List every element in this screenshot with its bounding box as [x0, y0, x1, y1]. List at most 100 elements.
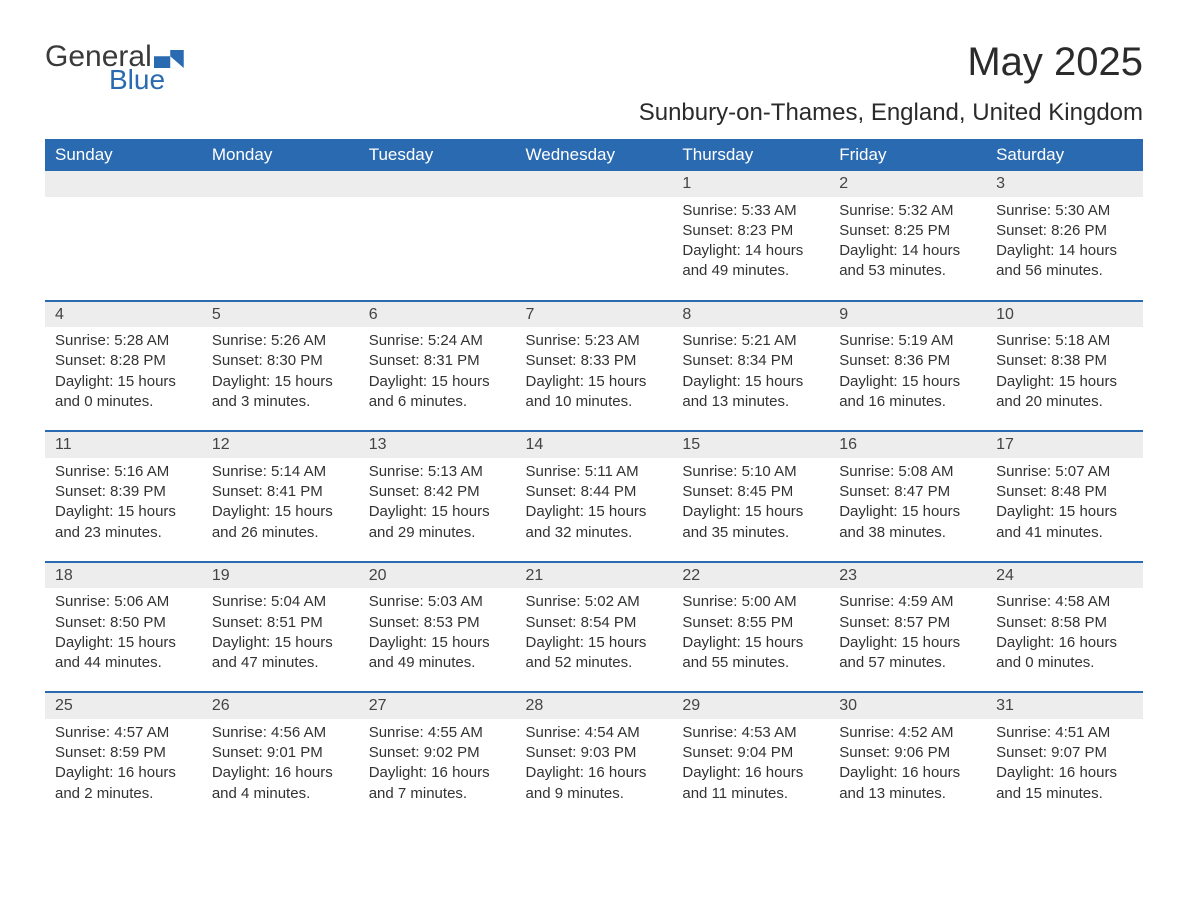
- day-number-empty: [516, 171, 673, 197]
- sunset-line: Sunset: 8:25 PM: [839, 221, 976, 241]
- calendar-cell: 6Sunrise: 5:24 AMSunset: 8:31 PMDaylight…: [359, 300, 516, 431]
- sunrise-line: Sunrise: 5:13 AM: [369, 462, 506, 482]
- sunset-line: Sunset: 8:58 PM: [996, 613, 1133, 633]
- calendar-cell: 30Sunrise: 4:52 AMSunset: 9:06 PMDayligh…: [829, 691, 986, 822]
- day-number: 12: [202, 430, 359, 458]
- calendar-cell: 20Sunrise: 5:03 AMSunset: 8:53 PMDayligh…: [359, 561, 516, 692]
- daylight-line: Daylight: 16 hours and 13 minutes.: [839, 763, 976, 804]
- sunset-line: Sunset: 8:26 PM: [996, 221, 1133, 241]
- sunrise-line: Sunrise: 4:54 AM: [526, 723, 663, 743]
- day-body: Sunrise: 4:54 AMSunset: 9:03 PMDaylight:…: [516, 719, 673, 822]
- daylight-line: Daylight: 15 hours and 26 minutes.: [212, 502, 349, 543]
- calendar-row: 4Sunrise: 5:28 AMSunset: 8:28 PMDaylight…: [45, 300, 1143, 431]
- daylight-line: Daylight: 15 hours and 41 minutes.: [996, 502, 1133, 543]
- sunrise-line: Sunrise: 4:52 AM: [839, 723, 976, 743]
- day-number: 6: [359, 300, 516, 328]
- daylight-line: Daylight: 15 hours and 16 minutes.: [839, 372, 976, 413]
- day-number: 24: [986, 561, 1143, 589]
- day-body: Sunrise: 5:33 AMSunset: 8:23 PMDaylight:…: [672, 197, 829, 300]
- calendar-cell: 9Sunrise: 5:19 AMSunset: 8:36 PMDaylight…: [829, 300, 986, 431]
- calendar-cell: 17Sunrise: 5:07 AMSunset: 8:48 PMDayligh…: [986, 430, 1143, 561]
- daylight-line: Daylight: 14 hours and 56 minutes.: [996, 241, 1133, 282]
- daylight-line: Daylight: 16 hours and 7 minutes.: [369, 763, 506, 804]
- sunset-line: Sunset: 8:47 PM: [839, 482, 976, 502]
- daylight-line: Daylight: 15 hours and 20 minutes.: [996, 372, 1133, 413]
- sunset-line: Sunset: 8:36 PM: [839, 351, 976, 371]
- day-number: 17: [986, 430, 1143, 458]
- day-body: Sunrise: 5:28 AMSunset: 8:28 PMDaylight:…: [45, 327, 202, 430]
- daylight-line: Daylight: 14 hours and 49 minutes.: [682, 241, 819, 282]
- weekday-header: Friday: [829, 139, 986, 171]
- weekday-header: Saturday: [986, 139, 1143, 171]
- day-number: 23: [829, 561, 986, 589]
- day-body-empty: [516, 197, 673, 293]
- day-body: Sunrise: 5:11 AMSunset: 8:44 PMDaylight:…: [516, 458, 673, 561]
- logo-flag-icon: [154, 50, 184, 68]
- day-number: 14: [516, 430, 673, 458]
- day-body: Sunrise: 4:53 AMSunset: 9:04 PMDaylight:…: [672, 719, 829, 822]
- sunrise-line: Sunrise: 5:11 AM: [526, 462, 663, 482]
- sunset-line: Sunset: 8:31 PM: [369, 351, 506, 371]
- calendar-row: 18Sunrise: 5:06 AMSunset: 8:50 PMDayligh…: [45, 561, 1143, 692]
- calendar-table: Sunday Monday Tuesday Wednesday Thursday…: [45, 139, 1143, 822]
- page-header: General Blue May 2025 Sunbury-on-Thames,…: [45, 40, 1143, 127]
- calendar-cell: 26Sunrise: 4:56 AMSunset: 9:01 PMDayligh…: [202, 691, 359, 822]
- daylight-line: Daylight: 16 hours and 0 minutes.: [996, 633, 1133, 674]
- sunset-line: Sunset: 9:03 PM: [526, 743, 663, 763]
- page-title: May 2025: [639, 40, 1143, 85]
- calendar-cell: 2Sunrise: 5:32 AMSunset: 8:25 PMDaylight…: [829, 171, 986, 300]
- daylight-line: Daylight: 16 hours and 9 minutes.: [526, 763, 663, 804]
- daylight-line: Daylight: 15 hours and 0 minutes.: [55, 372, 192, 413]
- day-body: Sunrise: 5:30 AMSunset: 8:26 PMDaylight:…: [986, 197, 1143, 300]
- sunset-line: Sunset: 8:54 PM: [526, 613, 663, 633]
- daylight-line: Daylight: 15 hours and 13 minutes.: [682, 372, 819, 413]
- sunrise-line: Sunrise: 5:21 AM: [682, 331, 819, 351]
- calendar-cell: 13Sunrise: 5:13 AMSunset: 8:42 PMDayligh…: [359, 430, 516, 561]
- calendar-cell: 5Sunrise: 5:26 AMSunset: 8:30 PMDaylight…: [202, 300, 359, 431]
- sunrise-line: Sunrise: 5:30 AM: [996, 201, 1133, 221]
- day-number: 31: [986, 691, 1143, 719]
- daylight-line: Daylight: 15 hours and 47 minutes.: [212, 633, 349, 674]
- daylight-line: Daylight: 15 hours and 57 minutes.: [839, 633, 976, 674]
- sunrise-line: Sunrise: 5:32 AM: [839, 201, 976, 221]
- sunset-line: Sunset: 8:45 PM: [682, 482, 819, 502]
- sunset-line: Sunset: 9:07 PM: [996, 743, 1133, 763]
- calendar-cell-empty: [516, 171, 673, 300]
- day-number: 19: [202, 561, 359, 589]
- calendar-cell-empty: [45, 171, 202, 300]
- day-number: 27: [359, 691, 516, 719]
- sunrise-line: Sunrise: 4:56 AM: [212, 723, 349, 743]
- sunset-line: Sunset: 9:01 PM: [212, 743, 349, 763]
- day-number: 25: [45, 691, 202, 719]
- calendar-cell: 24Sunrise: 4:58 AMSunset: 8:58 PMDayligh…: [986, 561, 1143, 692]
- calendar-cell: 18Sunrise: 5:06 AMSunset: 8:50 PMDayligh…: [45, 561, 202, 692]
- day-number: 5: [202, 300, 359, 328]
- calendar-cell: 31Sunrise: 4:51 AMSunset: 9:07 PMDayligh…: [986, 691, 1143, 822]
- sunrise-line: Sunrise: 4:57 AM: [55, 723, 192, 743]
- sunrise-line: Sunrise: 5:24 AM: [369, 331, 506, 351]
- day-body: Sunrise: 4:52 AMSunset: 9:06 PMDaylight:…: [829, 719, 986, 822]
- daylight-line: Daylight: 16 hours and 11 minutes.: [682, 763, 819, 804]
- day-number: 30: [829, 691, 986, 719]
- day-body: Sunrise: 4:57 AMSunset: 8:59 PMDaylight:…: [45, 719, 202, 822]
- weekday-header: Monday: [202, 139, 359, 171]
- day-number: 2: [829, 171, 986, 197]
- sunset-line: Sunset: 8:33 PM: [526, 351, 663, 371]
- calendar-cell: 1Sunrise: 5:33 AMSunset: 8:23 PMDaylight…: [672, 171, 829, 300]
- calendar-cell: 12Sunrise: 5:14 AMSunset: 8:41 PMDayligh…: [202, 430, 359, 561]
- sunset-line: Sunset: 8:39 PM: [55, 482, 192, 502]
- calendar-cell: 25Sunrise: 4:57 AMSunset: 8:59 PMDayligh…: [45, 691, 202, 822]
- sunset-line: Sunset: 8:28 PM: [55, 351, 192, 371]
- sunset-line: Sunset: 8:34 PM: [682, 351, 819, 371]
- daylight-line: Daylight: 15 hours and 55 minutes.: [682, 633, 819, 674]
- day-body: Sunrise: 4:56 AMSunset: 9:01 PMDaylight:…: [202, 719, 359, 822]
- daylight-line: Daylight: 15 hours and 44 minutes.: [55, 633, 192, 674]
- sunrise-line: Sunrise: 5:26 AM: [212, 331, 349, 351]
- day-body-empty: [202, 197, 359, 293]
- sunrise-line: Sunrise: 4:51 AM: [996, 723, 1133, 743]
- day-body: Sunrise: 5:13 AMSunset: 8:42 PMDaylight:…: [359, 458, 516, 561]
- day-body: Sunrise: 5:02 AMSunset: 8:54 PMDaylight:…: [516, 588, 673, 691]
- sunrise-line: Sunrise: 5:33 AM: [682, 201, 819, 221]
- day-number: 16: [829, 430, 986, 458]
- calendar-cell: 27Sunrise: 4:55 AMSunset: 9:02 PMDayligh…: [359, 691, 516, 822]
